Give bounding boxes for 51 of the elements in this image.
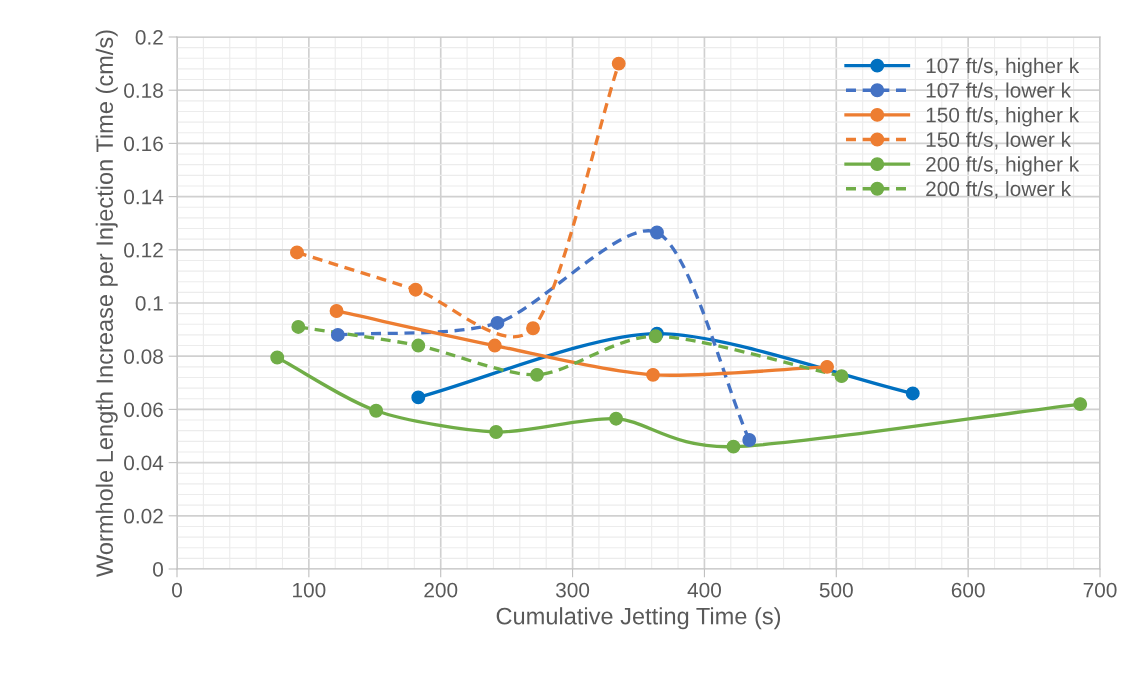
y-tick-label: 0.06 [124,402,163,418]
x-tick-label: 100 [293,582,326,598]
point [1073,397,1088,412]
point [291,319,306,334]
y-tick-label: 0.02 [124,508,163,524]
y-tick-label: 0.04 [124,455,164,471]
point [329,304,344,318]
x-tick-label: 300 [555,582,590,598]
x-tick-label: 500 [819,582,853,598]
legend-label: 107 ft/s, higher k [926,57,1080,78]
legend-label: 107 ft/s, lower k [926,82,1072,101]
y-tick-label: 0.1 [135,296,163,311]
x-tick-label: 600 [951,582,985,598]
legend-label: 200 ft/s, lower k [926,180,1072,199]
y-tick-label: 0 [153,562,163,577]
y-tick-label: 0.08 [124,349,163,364]
point [270,350,285,365]
point [408,282,423,297]
y-tick-label: 0.16 [124,136,163,152]
point [742,433,757,447]
point [489,425,504,439]
point [490,316,505,330]
point [611,56,626,71]
x-tick-label: 200 [424,582,458,598]
point [369,403,384,418]
legend-label: 150 ft/s, higher k [926,107,1080,127]
y-tick-label: 0.18 [124,83,163,98]
x-tick-label: 0 [172,582,182,598]
point [411,390,426,405]
y-tick-label: 0.14 [124,189,164,205]
point [820,359,835,374]
point [526,321,540,336]
x-tick-label: 700 [1083,582,1117,598]
point [905,386,920,401]
y-tick-label: 0.2 [135,30,163,45]
point [646,367,660,382]
x-axis-title: Cumulative Jetting Time (s) [496,607,781,630]
legend-label: 150 ft/s, lower k [926,131,1072,150]
point [530,367,544,382]
x-tick-label: 400 [687,582,721,598]
point [726,439,741,454]
point [290,245,304,260]
point [834,369,849,384]
point [411,338,426,353]
point [487,338,502,353]
legend-label: 200 ft/s, higher k [926,156,1080,176]
point [330,327,345,342]
y-axis-title: Wormhole Length Increase per Injection Time (cm/s) [95,30,118,577]
point [650,225,664,240]
y-tick-label: 0.12 [124,242,163,258]
point [609,411,624,426]
